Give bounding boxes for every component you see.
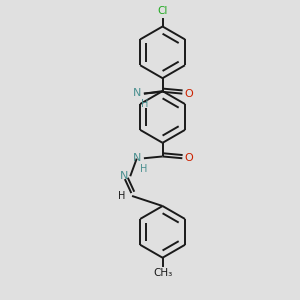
Text: N: N: [120, 171, 128, 181]
Text: Cl: Cl: [158, 6, 168, 16]
Text: O: O: [184, 153, 193, 163]
Text: H: H: [140, 164, 148, 174]
Text: H: H: [141, 99, 148, 109]
Text: CH₃: CH₃: [153, 268, 172, 278]
Text: N: N: [134, 153, 142, 163]
Text: O: O: [184, 88, 193, 99]
Text: H: H: [118, 190, 126, 201]
Text: N: N: [134, 88, 142, 98]
